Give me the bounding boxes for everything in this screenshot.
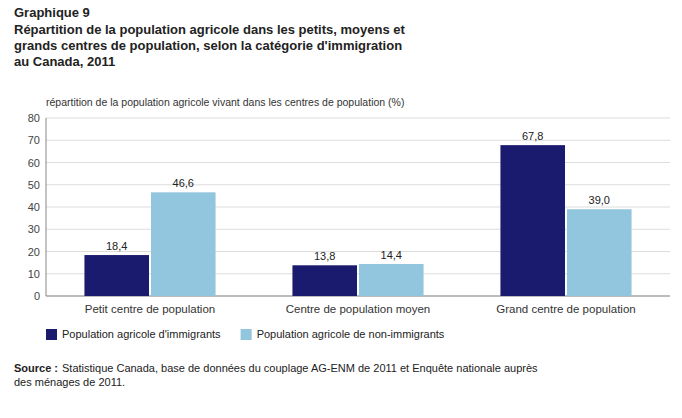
bars xyxy=(84,145,631,296)
legend-entry: Population agricole d'immigrants xyxy=(62,328,221,340)
source-line: des ménages de 2011. xyxy=(14,376,125,388)
subtitle-line: Répartition de la population agricole da… xyxy=(14,22,405,37)
data-label: 14,4 xyxy=(381,249,402,261)
y-tick-label: 70 xyxy=(28,134,40,146)
subtitle: Répartition de la population agricole da… xyxy=(14,22,405,69)
legend-entry: Population agricole de non-immigrants xyxy=(257,328,445,340)
x-tick-label: Grand centre de population xyxy=(496,303,635,315)
y-tick-label: 40 xyxy=(28,201,40,213)
grid-line xyxy=(46,184,670,185)
y-tick-label: 30 xyxy=(28,223,40,235)
source-line: Statistique Canada, base de données du c… xyxy=(62,362,538,374)
grid xyxy=(46,118,670,296)
y-tick-label: 0 xyxy=(34,290,40,302)
y-tick-label: 50 xyxy=(28,179,40,191)
data-label: 46,6 xyxy=(173,177,194,189)
subtitle-line: au Canada, 2011 xyxy=(14,54,115,69)
bar xyxy=(292,265,357,296)
y-tick-label: 80 xyxy=(28,112,40,124)
bar xyxy=(359,264,424,296)
source-text: Statistique Canada, base de données du c… xyxy=(14,362,538,388)
grid-line xyxy=(46,140,670,141)
data-label: 39,0 xyxy=(589,194,610,206)
title: Graphique 9 xyxy=(14,5,90,20)
legend-swatch xyxy=(46,329,57,340)
legend-swatch xyxy=(241,329,252,340)
y-tick-label: 20 xyxy=(28,246,40,258)
y-axis-label: répartition de la population agricole vi… xyxy=(46,96,404,108)
chart: Graphique 9 Répartition de la population … xyxy=(0,0,682,418)
y-tick-label: 10 xyxy=(28,268,40,280)
data-label: 18,4 xyxy=(106,240,127,252)
grid-line xyxy=(46,207,670,208)
y-tick-label: 60 xyxy=(28,157,40,169)
grid-line xyxy=(46,118,670,119)
data-labels: 18,4 13,8 67,8 46,6 14,4 39,0 xyxy=(106,130,610,262)
bar xyxy=(84,255,149,296)
y-axis-line xyxy=(46,118,47,296)
x-tick-label: Centre de population moyen xyxy=(286,303,431,315)
subtitle-line: grands centres de population, selon la c… xyxy=(14,38,402,53)
bar xyxy=(151,192,216,296)
grid-line xyxy=(46,162,670,163)
data-label: 13,8 xyxy=(314,250,335,262)
legend: Population agricole d'immigrants Populati… xyxy=(46,328,445,340)
source-label: Source : xyxy=(14,362,58,374)
x-tick-label: Petit centre de population xyxy=(85,303,215,315)
bar xyxy=(500,145,565,296)
data-label: 67,8 xyxy=(522,130,543,142)
bar xyxy=(567,209,632,296)
